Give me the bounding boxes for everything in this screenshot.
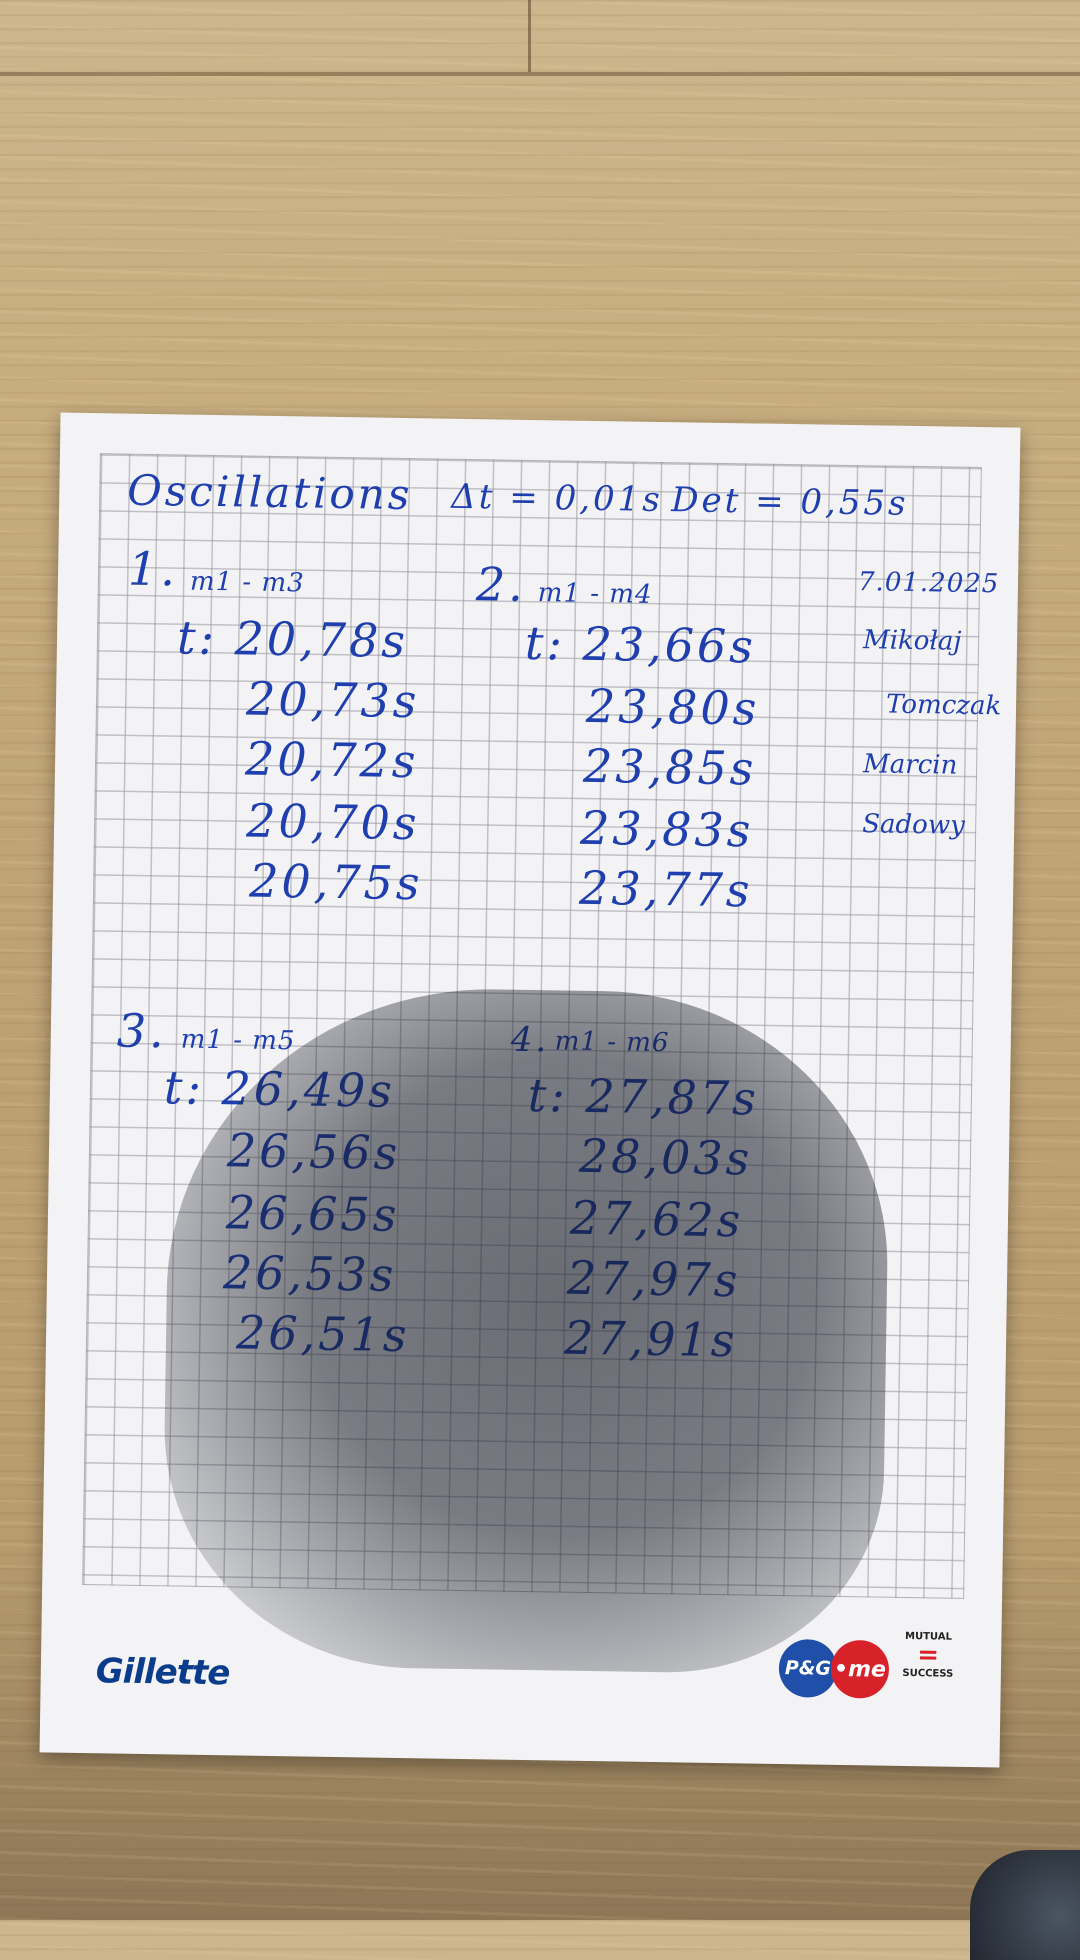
me-logo: •me bbox=[830, 1639, 890, 1699]
success-text: SUCCESS bbox=[902, 1667, 954, 1680]
section-4-time-4: 27,97s bbox=[566, 1250, 741, 1308]
section-4-number: 4. bbox=[510, 1019, 550, 1061]
section-2-time-3: 23,85s bbox=[582, 738, 757, 796]
section-1-masses: m1 - m3 bbox=[189, 566, 305, 599]
section-2-time-4: 23,83s bbox=[579, 800, 754, 858]
section-3-time-5: 26,51s bbox=[235, 1305, 410, 1363]
section-3-masses: m1 - m5 bbox=[180, 1024, 296, 1057]
section-3-time-2: 26,56s bbox=[226, 1123, 401, 1180]
sheet-title: Oscillations bbox=[126, 465, 413, 520]
section-1-time-5: 20,75s bbox=[248, 853, 423, 911]
section-4-time-5: 27,91s bbox=[563, 1310, 738, 1368]
dark-cloth bbox=[970, 1850, 1080, 1960]
name-3: Marcin bbox=[862, 749, 958, 781]
section-3-number: 3. bbox=[116, 1003, 168, 1059]
table-plank-joint bbox=[528, 0, 531, 72]
pg-logo: P&G bbox=[778, 1638, 838, 1698]
section-3-time-1: t: 26,49s bbox=[163, 1060, 396, 1118]
section-1-time-4: 20,70s bbox=[245, 793, 420, 851]
name-4: Sadowy bbox=[861, 809, 966, 841]
section-2-time-5: 23,77s bbox=[578, 860, 753, 918]
section-4-time-1: t: 27,87s bbox=[527, 1067, 760, 1126]
section-1-number: 1. bbox=[127, 541, 179, 597]
section-4-time-2: 28,03s bbox=[578, 1128, 753, 1186]
graph-paper-sheet: Oscillations Δt = 0,01s Det = 0,55s 7.01… bbox=[39, 412, 1021, 1768]
section-2-masses: m1 - m4 bbox=[537, 578, 653, 610]
name-2: Tomczak bbox=[885, 689, 1002, 722]
gillette-logo: Gillette bbox=[95, 1651, 230, 1694]
equals-icon: = bbox=[917, 1640, 940, 1671]
name-1: Mikołaj bbox=[862, 625, 962, 657]
table-plank-seam bbox=[0, 72, 1080, 76]
section-2-time-2: 23,80s bbox=[585, 678, 760, 736]
section-1-time-1: t: 20,78s bbox=[176, 610, 409, 669]
mutual-success-logo: MUTUAL = SUCCESS bbox=[892, 1631, 963, 1707]
section-2-number: 2. bbox=[475, 557, 527, 612]
section-4-masses: m1 - m6 bbox=[554, 1026, 670, 1059]
section-3-time-4: 26,53s bbox=[222, 1245, 397, 1302]
section-1-time-2: 20,73s bbox=[245, 671, 420, 729]
section-4-time-3: 27,62s bbox=[569, 1190, 744, 1248]
section-3-time-3: 26,65s bbox=[225, 1185, 400, 1242]
section-1-time-3: 20,72s bbox=[244, 731, 419, 789]
date: 7.01.2025 bbox=[857, 567, 1000, 600]
uncertainty-t: Δt = 0,01s bbox=[450, 476, 664, 521]
uncertainty-det: Det = 0,55s bbox=[670, 480, 909, 524]
section-2-time-1: t: 23,66s bbox=[524, 615, 757, 674]
